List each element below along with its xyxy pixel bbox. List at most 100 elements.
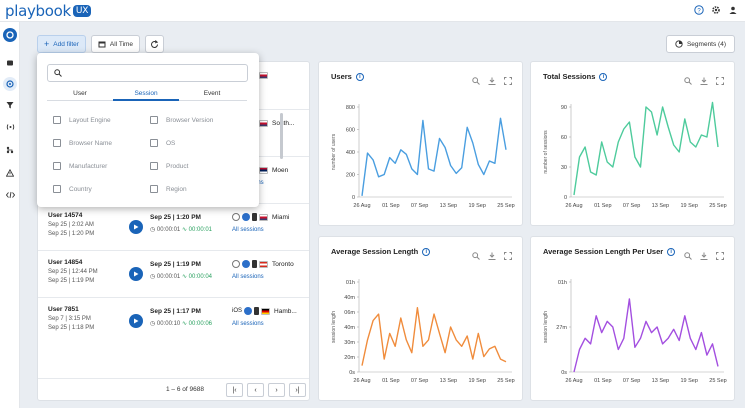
y-tick-label: 06m	[344, 310, 355, 316]
x-tick-label: 25 Sep	[709, 203, 726, 209]
series-line[interactable]	[573, 298, 719, 373]
prev-page-button[interactable]: ‹	[247, 383, 264, 397]
avg-session-length-per-user-chart: session length 0s 27m 01h 26 Aug 01 Sep 07 Sep…	[543, 279, 727, 384]
play-session-button[interactable]	[129, 220, 143, 234]
filter-option[interactable]: Country	[53, 185, 92, 193]
y-tick-label: 40m	[344, 325, 355, 331]
zoom-icon[interactable]	[683, 251, 692, 260]
help-icon[interactable]: ?	[693, 4, 705, 16]
filter-option-label: Region	[166, 185, 187, 193]
filter-option[interactable]: OS	[150, 139, 175, 147]
session-row[interactable]: User 14574 Sep 25 | 2:02 AM Sep 25 | 1:20 …	[38, 203, 309, 250]
total-sessions-chart: number of sessions 0 30 60 90 26 Aug 01 Sep 07 …	[543, 101, 727, 209]
active-duration: 00:00:04	[188, 274, 212, 280]
sidebar-recordings-icon[interactable]	[3, 56, 17, 70]
x-tick-label: 13 Sep	[652, 378, 669, 384]
dropdown-scrollbar[interactable]	[280, 113, 283, 159]
x-tick-label: 19 Sep	[680, 378, 697, 384]
fullscreen-icon[interactable]	[503, 76, 512, 85]
series-line[interactable]	[573, 101, 719, 196]
info-icon[interactable]: i	[599, 72, 608, 81]
session-user[interactable]: User 14854	[48, 259, 83, 266]
avg-session-length-chart: session length 0s 20m 30m 40m 06m 40m 01h 26 Aug…	[331, 279, 515, 384]
zoom-icon[interactable]	[471, 251, 480, 260]
last-page-button[interactable]: ›|	[289, 383, 306, 397]
filter-search-input[interactable]	[66, 69, 236, 77]
sidebar-warning-icon[interactable]	[3, 166, 17, 180]
tab-session[interactable]: Session	[113, 90, 179, 101]
device-icon	[254, 307, 260, 315]
browser-icon	[242, 213, 250, 221]
sidebar-broadcast-icon[interactable]	[3, 120, 17, 134]
session-duration: 00:00:01	[156, 274, 181, 280]
filter-tabs: User Session Event	[47, 87, 247, 101]
download-icon[interactable]	[487, 76, 496, 85]
info-icon[interactable]: i	[355, 72, 364, 81]
zoom-icon[interactable]	[471, 76, 480, 85]
filter-option[interactable]: Manufacturer	[53, 162, 107, 170]
session-row[interactable]: User 7851 Sep 7 | 3:15 PM Sep 25 | 1:18 PM…	[38, 297, 309, 344]
info-icon[interactable]: i	[667, 247, 676, 256]
sidebar-home-icon[interactable]	[3, 28, 17, 42]
country-flag-icon	[259, 166, 268, 174]
app-logo[interactable]: playbook UX	[5, 2, 92, 20]
next-page-button[interactable]: ›	[268, 383, 285, 397]
x-tick-label: 01 Sep	[382, 378, 399, 384]
sidebar-code-icon[interactable]	[3, 188, 17, 202]
sidebar-flow-icon[interactable]	[3, 143, 17, 157]
filter-option[interactable]: Browser Name	[53, 139, 112, 147]
session-row[interactable]: User 14854 Sep 25 | 12:44 PM Sep 25 | 1:19…	[38, 250, 309, 297]
date-range-button[interactable]: All Time	[90, 35, 141, 53]
filter-option-label: Manufacturer	[69, 162, 108, 170]
session-location: South...	[272, 119, 295, 127]
filter-search[interactable]	[47, 64, 248, 82]
filter-option[interactable]: Browser Version	[150, 116, 213, 124]
fullscreen-icon[interactable]	[715, 76, 724, 85]
country-flag-icon	[259, 119, 268, 127]
all-sessions-link[interactable]: All sessions	[232, 227, 264, 233]
fullscreen-icon[interactable]	[503, 251, 512, 260]
download-icon[interactable]	[699, 251, 708, 260]
filter-option[interactable]: Product	[150, 162, 188, 170]
y-axis-label: number of users	[331, 133, 337, 170]
layout-icon	[53, 116, 61, 124]
settings-gear-icon[interactable]	[710, 4, 722, 16]
x-tick-label: 26 Aug	[565, 378, 582, 384]
zoom-icon[interactable]	[683, 76, 692, 85]
tab-event[interactable]: Event	[203, 90, 221, 97]
refresh-button[interactable]	[145, 35, 165, 53]
clock-icon: ◷	[150, 274, 157, 280]
play-session-button[interactable]	[129, 314, 143, 328]
sidebar-sessions-icon[interactable]	[3, 77, 17, 91]
sidebar-funnel-icon[interactable]	[3, 98, 17, 112]
x-tick-label: 07 Sep	[623, 203, 640, 209]
add-filter-button[interactable]: + Add filter	[37, 35, 86, 53]
filter-option[interactable]: Layout Engine	[53, 116, 111, 124]
series-line[interactable]	[361, 117, 507, 196]
all-sessions-link[interactable]: All sessions	[232, 321, 264, 327]
browser-icon	[150, 116, 158, 124]
fullscreen-icon[interactable]	[715, 251, 724, 260]
play-session-button[interactable]	[129, 267, 143, 281]
info-icon[interactable]: i	[422, 247, 431, 256]
first-page-button[interactable]: |‹	[226, 383, 243, 397]
tab-user[interactable]: User	[73, 90, 87, 97]
filter-option-label: Product	[166, 162, 189, 170]
series-line[interactable]	[361, 307, 507, 366]
y-tick-label: 0	[564, 195, 567, 201]
branch-icon	[53, 162, 61, 170]
chart-card-avg-session-length: Average Session Length i session length 0s…	[318, 236, 523, 401]
segments-button[interactable]: Segments (4)	[665, 35, 735, 53]
filter-option[interactable]: Region	[150, 185, 187, 193]
os-icon	[232, 213, 240, 221]
user-account-icon[interactable]	[727, 4, 739, 16]
add-filter-label: Add filter	[53, 40, 79, 48]
session-user[interactable]: User 7851	[48, 306, 79, 313]
session-user[interactable]: User 14574	[48, 212, 83, 219]
download-icon[interactable]	[699, 76, 708, 85]
session-location: Miami	[272, 213, 290, 221]
segments-icon	[675, 40, 683, 48]
all-sessions-link[interactable]: All sessions	[232, 274, 264, 280]
download-icon[interactable]	[487, 251, 496, 260]
session-time: Sep 25 | 1:20 PM	[150, 214, 201, 221]
